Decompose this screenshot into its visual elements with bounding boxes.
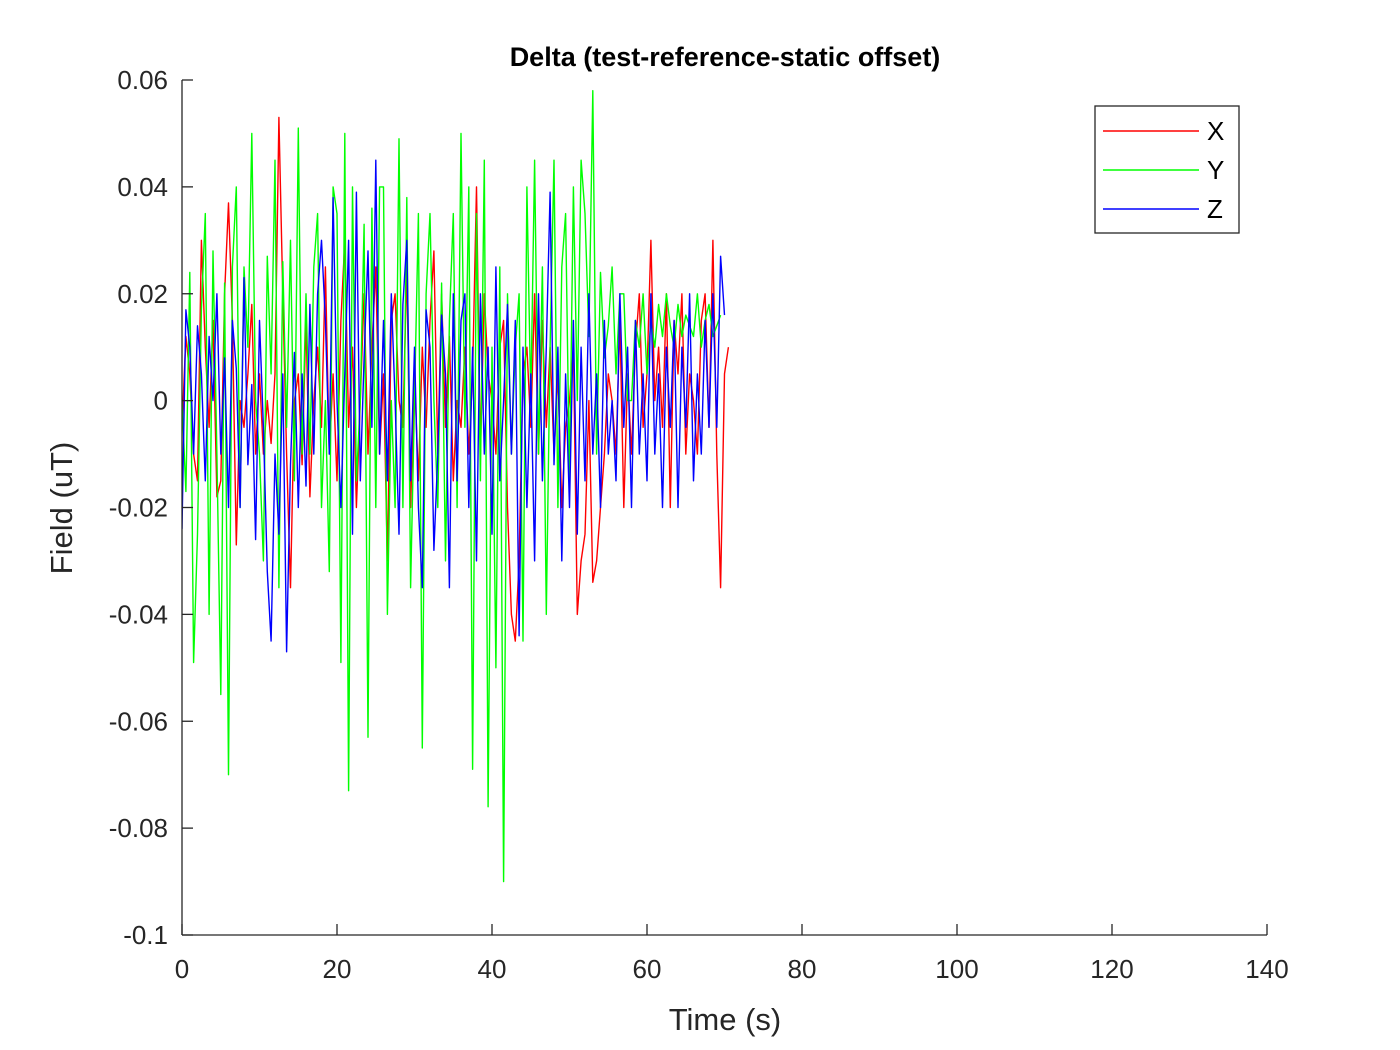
legend-label-x: X (1207, 116, 1224, 146)
x-tick-label: 60 (633, 954, 662, 984)
x-tick-label: 120 (1090, 954, 1133, 984)
y-tick-label: -0.04 (109, 599, 168, 629)
legend: XYZ (1094, 105, 1240, 234)
legend-label-z: Z (1207, 194, 1223, 224)
chart-title: Delta (test-reference-static offset) (510, 42, 941, 72)
x-axis-label: Time (s) (669, 1002, 782, 1037)
y-tick-label: 0 (154, 386, 168, 416)
axes: 0 20 40 60 80 100 120 140 -0.1 -0.08 -0.06 -0.04 -0.… (109, 65, 1289, 984)
y-tick-label: -0.1 (123, 920, 168, 950)
y-axis-label: Field (uT) (44, 442, 79, 575)
series-layer (182, 89, 730, 883)
y-tick-label: -0.08 (109, 813, 168, 843)
x-tick-label: 80 (788, 954, 817, 984)
series-line-y (182, 89, 722, 883)
y-tick-label: 0.04 (117, 172, 168, 202)
x-tick-label: 100 (935, 954, 978, 984)
legend-label-y: Y (1207, 155, 1224, 185)
x-tick-label: 40 (478, 954, 507, 984)
x-tick-label: 20 (323, 954, 352, 984)
x-tick-label: 140 (1245, 954, 1288, 984)
y-tick-label: 0.02 (117, 279, 168, 309)
y-tick-label: -0.02 (109, 493, 168, 523)
series-line-z (182, 159, 726, 653)
x-tick-label: 0 (175, 954, 189, 984)
series-line-x (182, 116, 730, 642)
y-tick-label: 0.06 (117, 65, 168, 95)
y-tick-label: -0.06 (109, 706, 168, 736)
